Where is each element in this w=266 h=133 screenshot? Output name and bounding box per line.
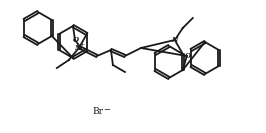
Text: N: N — [75, 44, 81, 52]
Text: Br: Br — [93, 107, 103, 117]
Text: O: O — [185, 52, 191, 60]
Text: +: + — [80, 43, 85, 47]
Text: −: − — [103, 105, 110, 115]
Text: N: N — [172, 36, 178, 44]
Text: O: O — [73, 36, 79, 44]
